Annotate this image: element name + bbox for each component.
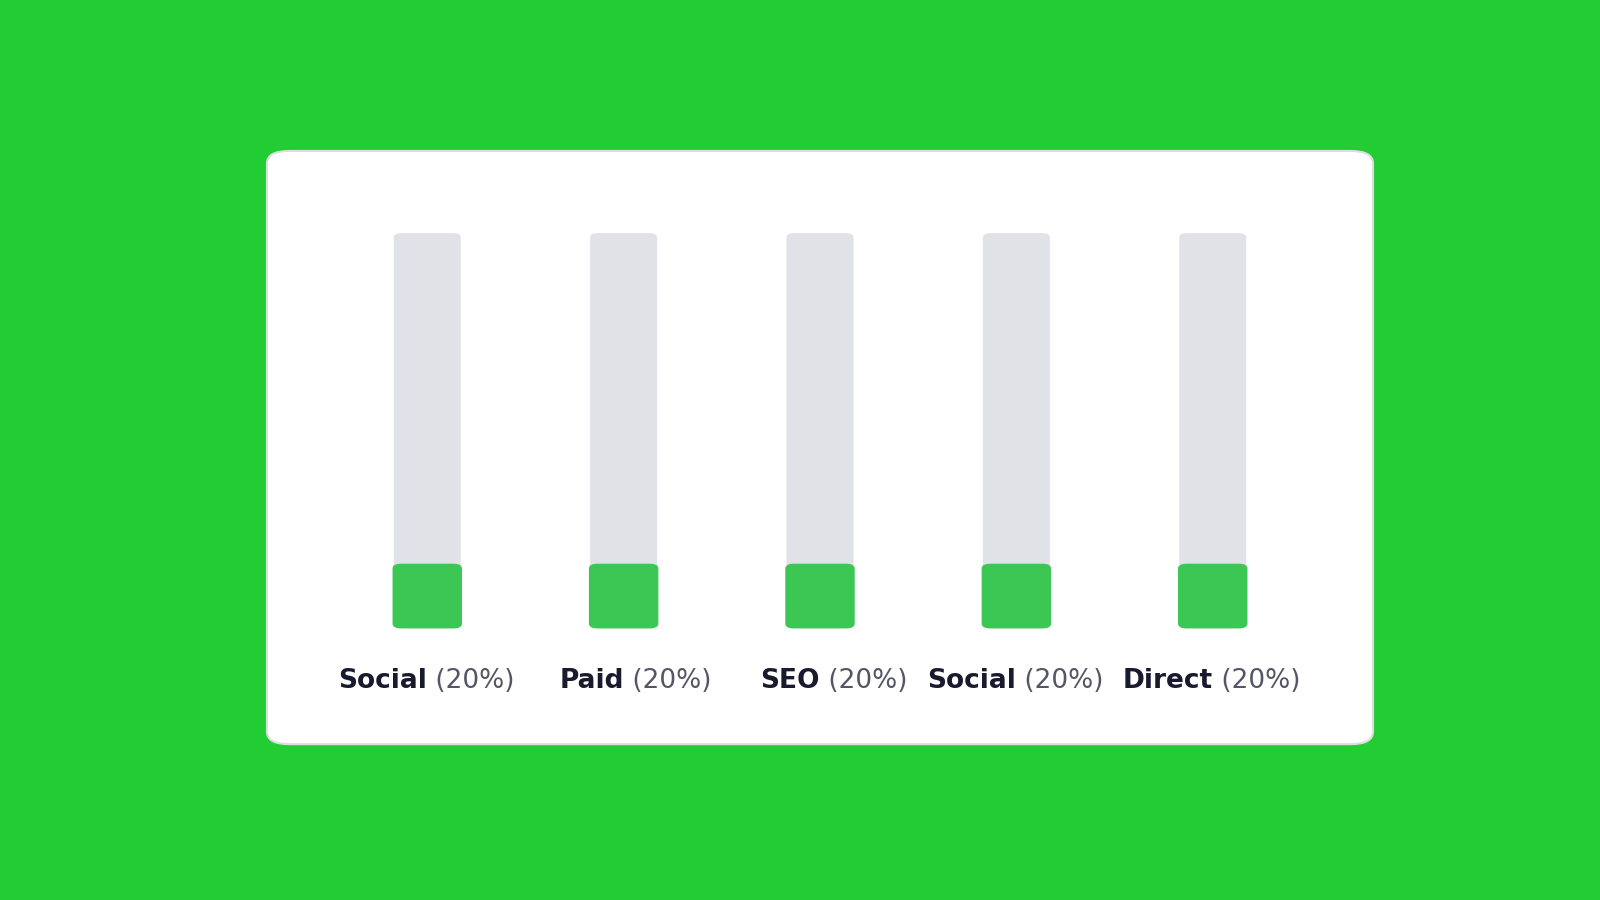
FancyBboxPatch shape bbox=[394, 233, 461, 622]
Text: Direct: Direct bbox=[1123, 668, 1213, 694]
FancyBboxPatch shape bbox=[982, 563, 1051, 628]
FancyBboxPatch shape bbox=[392, 563, 462, 628]
FancyBboxPatch shape bbox=[267, 151, 1373, 744]
Text: Social: Social bbox=[928, 668, 1016, 694]
FancyBboxPatch shape bbox=[589, 563, 658, 628]
FancyBboxPatch shape bbox=[787, 233, 853, 622]
Text: (20%): (20%) bbox=[1016, 668, 1104, 694]
Text: (20%): (20%) bbox=[819, 668, 907, 694]
Text: SEO: SEO bbox=[760, 668, 819, 694]
Text: (20%): (20%) bbox=[427, 668, 515, 694]
Text: Social: Social bbox=[338, 668, 427, 694]
FancyBboxPatch shape bbox=[1179, 233, 1246, 622]
FancyBboxPatch shape bbox=[982, 233, 1050, 622]
FancyBboxPatch shape bbox=[590, 233, 658, 622]
Text: (20%): (20%) bbox=[1213, 668, 1301, 694]
Text: Paid: Paid bbox=[558, 668, 624, 694]
FancyBboxPatch shape bbox=[1178, 563, 1248, 628]
FancyBboxPatch shape bbox=[786, 563, 854, 628]
Text: (20%): (20%) bbox=[624, 668, 710, 694]
